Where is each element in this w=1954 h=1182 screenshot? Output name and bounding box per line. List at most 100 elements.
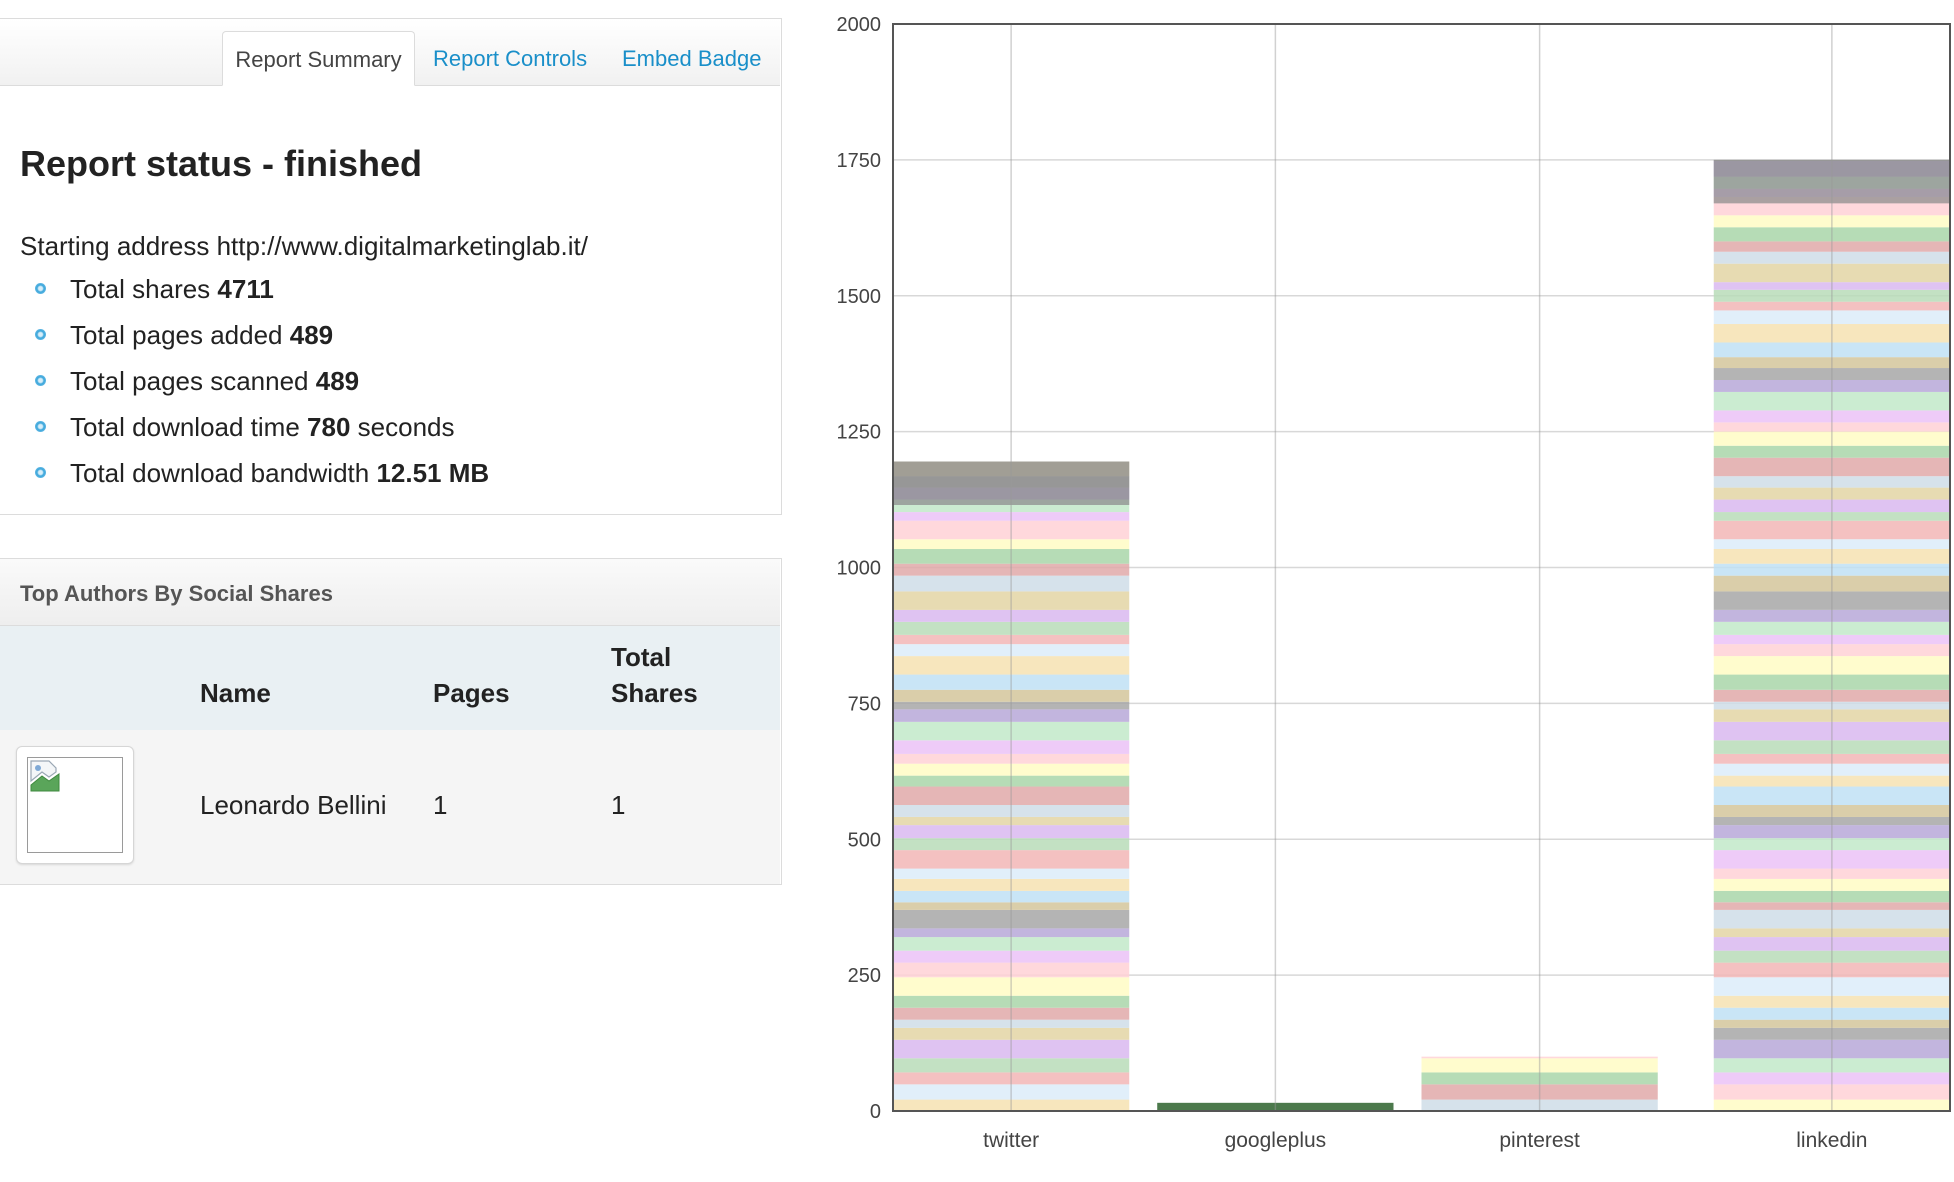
bullet-icon — [35, 283, 46, 294]
bar-segment — [893, 520, 1130, 540]
y-tick-label: 500 — [848, 829, 881, 851]
bar-segment — [893, 825, 1130, 839]
column-header-total-shares-line1: Total — [611, 642, 672, 672]
bar-segment — [893, 850, 1130, 869]
author-total-shares: 1 — [611, 790, 626, 820]
bar-segment — [1713, 591, 1950, 610]
bar-segment — [1713, 251, 1950, 264]
bar-googleplus[interactable] — [1157, 1102, 1394, 1111]
bar-segment — [1421, 1099, 1658, 1111]
column-header-name[interactable]: Name — [200, 678, 271, 708]
bar-segment — [1713, 838, 1950, 851]
bar-segment — [893, 1072, 1130, 1085]
bar-segment — [1713, 324, 1950, 343]
tab-report-summary[interactable]: Report Summary — [222, 31, 415, 86]
column-header-pages[interactable]: Pages — [433, 678, 510, 708]
bar-linkedin[interactable] — [1713, 159, 1950, 1111]
starting-address-label: Starting address — [20, 231, 210, 261]
bar-segment — [1713, 656, 1950, 675]
bar-segment — [893, 950, 1130, 963]
bar-segment — [1713, 512, 1950, 521]
tab-report-controls[interactable]: Report Controls — [433, 46, 588, 71]
bar-segment — [893, 962, 1130, 978]
bar-segment — [1713, 301, 1950, 311]
bar-segment — [893, 816, 1130, 826]
bar-segment — [893, 689, 1130, 702]
bar-segment — [893, 805, 1130, 817]
bar-segment — [1713, 342, 1950, 358]
bar-segment — [1713, 621, 1950, 635]
stat-label: Total download bandwidth — [70, 458, 370, 488]
bar-segment — [1713, 962, 1950, 978]
stat-label: Total download time — [70, 412, 300, 442]
bar-segment — [1713, 977, 1950, 996]
bullet-icon — [35, 421, 46, 432]
bar-segment — [893, 656, 1130, 675]
bar-segment — [1713, 995, 1950, 1008]
bar-segment — [1713, 805, 1950, 817]
bar-segment — [893, 701, 1130, 710]
bar-segment — [893, 1058, 1130, 1073]
bar-segment — [1713, 825, 1950, 839]
y-tick-label: 1750 — [837, 150, 882, 172]
stat-value: 489 — [315, 366, 360, 396]
y-tick-label: 2000 — [837, 14, 882, 36]
bar-segment — [1713, 1084, 1950, 1100]
bar-segment — [893, 674, 1130, 690]
stat-suffix: seconds — [357, 412, 455, 442]
bar-segment — [893, 549, 1130, 564]
starting-address-url: http://www.digitalmarketinglab.it/ — [216, 231, 588, 261]
bar-segment — [893, 1007, 1130, 1020]
table-row: Leonardo Bellini 1 1 — [0, 730, 780, 884]
bar-segment — [1713, 575, 1950, 592]
bar-pinterest[interactable] — [1421, 1056, 1658, 1111]
bar-segment — [1713, 379, 1950, 392]
bar-segment — [1713, 1019, 1950, 1028]
author-name[interactable]: Leonardo Bellini — [200, 790, 387, 820]
bar-segment — [1713, 227, 1950, 242]
bar-segment — [1713, 753, 1950, 764]
bar-segment — [1713, 499, 1950, 513]
stat-label: Total pages scanned — [70, 366, 309, 396]
stat-value: 489 — [289, 320, 334, 350]
bar-segment — [1713, 928, 1950, 938]
bar-segment — [1713, 644, 1950, 657]
avatar[interactable] — [16, 746, 134, 864]
bar-segment — [1713, 786, 1950, 806]
bar-segment — [1713, 868, 1950, 879]
bar-segment — [1713, 709, 1950, 722]
bar-segment — [1713, 215, 1950, 228]
bar-segment — [1713, 391, 1950, 411]
bar-segment — [1713, 674, 1950, 690]
bar-segment — [1713, 1099, 1950, 1111]
top-authors-panel: Top Authors By Social Shares Name Pages … — [0, 558, 782, 885]
bar-segment — [893, 977, 1130, 996]
tab-embed-badge[interactable]: Embed Badge — [622, 46, 762, 71]
author-pages: 1 — [433, 790, 448, 820]
bar-segment — [1713, 1058, 1950, 1073]
bar-segment — [1713, 159, 1950, 204]
social-shares-chart: 0 250 500 750 1000 1250 1500 1750 2000 twitter goo… — [837, 14, 1951, 1152]
bar-segment — [893, 512, 1130, 521]
bar-segment — [1713, 563, 1950, 576]
bar-twitter[interactable] — [893, 461, 1130, 1111]
tab-bar: Report Summary Report Controls Embed Bad… — [0, 19, 780, 86]
bar-segment — [893, 740, 1130, 754]
bar-segment — [893, 937, 1130, 951]
bar-segment — [893, 609, 1130, 622]
bar-segment — [893, 1039, 1130, 1059]
bar-segment — [1713, 431, 1950, 446]
bar-segment — [1421, 1056, 1658, 1059]
authors-panel-header: Top Authors By Social Shares — [0, 559, 780, 626]
column-header-total-shares[interactable]: Total Shares — [611, 639, 698, 711]
y-tick-label: 0 — [870, 1101, 881, 1123]
bar-segment — [1713, 289, 1950, 302]
y-tick-label: 250 — [848, 965, 881, 987]
bar-segment — [893, 1084, 1130, 1100]
bullet-icon — [35, 375, 46, 386]
bar-segment — [1421, 1084, 1658, 1100]
bar-segment — [893, 868, 1130, 879]
bar-segment — [893, 786, 1130, 806]
x-tick-label: googleplus — [1225, 1129, 1327, 1152]
bar-segment — [1713, 701, 1950, 710]
